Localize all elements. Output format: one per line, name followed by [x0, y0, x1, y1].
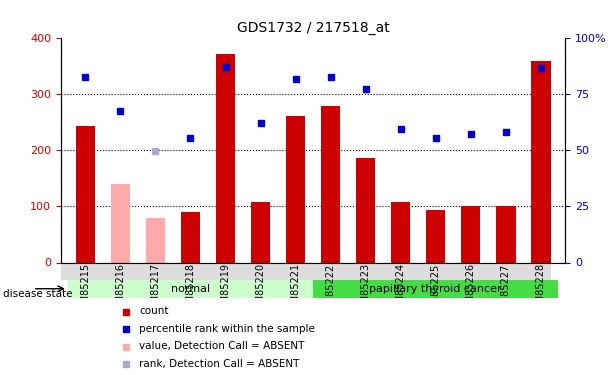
Bar: [356, 158, 375, 262]
Bar: [391, 202, 410, 262]
Bar: [496, 206, 516, 262]
Text: GSM85222: GSM85222: [326, 263, 336, 316]
Bar: [68, 280, 331, 297]
Text: GSM85226: GSM85226: [466, 263, 476, 316]
Text: GSM85218: GSM85218: [185, 263, 195, 316]
Text: GSM85215: GSM85215: [80, 263, 91, 316]
Text: GSM85216: GSM85216: [116, 263, 125, 316]
Bar: [75, 126, 95, 262]
Title: GDS1732 / 217518_at: GDS1732 / 217518_at: [237, 21, 390, 35]
Text: count: count: [139, 306, 168, 316]
Text: rank, Detection Call = ABSENT: rank, Detection Call = ABSENT: [139, 359, 299, 369]
Bar: [181, 212, 200, 262]
Text: percentile rank within the sample: percentile rank within the sample: [139, 324, 315, 334]
Bar: [146, 217, 165, 262]
Bar: [461, 206, 480, 262]
Text: GSM85228: GSM85228: [536, 263, 546, 316]
Text: disease state: disease state: [3, 290, 72, 299]
Bar: [61, 262, 551, 280]
Text: GSM85225: GSM85225: [431, 263, 441, 316]
Text: normal: normal: [171, 284, 210, 294]
Bar: [286, 116, 305, 262]
Text: GSM85221: GSM85221: [291, 263, 300, 316]
Bar: [111, 184, 130, 262]
Text: GSM85219: GSM85219: [221, 263, 230, 316]
Text: GSM85220: GSM85220: [255, 263, 266, 316]
Text: GSM85227: GSM85227: [501, 263, 511, 316]
Text: GSM85223: GSM85223: [361, 263, 371, 316]
Text: papillary thyroid cancer: papillary thyroid cancer: [370, 284, 502, 294]
Bar: [251, 202, 270, 262]
Text: value, Detection Call = ABSENT: value, Detection Call = ABSENT: [139, 342, 305, 351]
Text: GSM85224: GSM85224: [396, 263, 406, 316]
Bar: [426, 210, 446, 262]
Bar: [216, 54, 235, 262]
Bar: [321, 106, 340, 262]
Text: GSM85217: GSM85217: [150, 263, 161, 316]
Bar: [531, 61, 551, 262]
Bar: [313, 280, 558, 297]
